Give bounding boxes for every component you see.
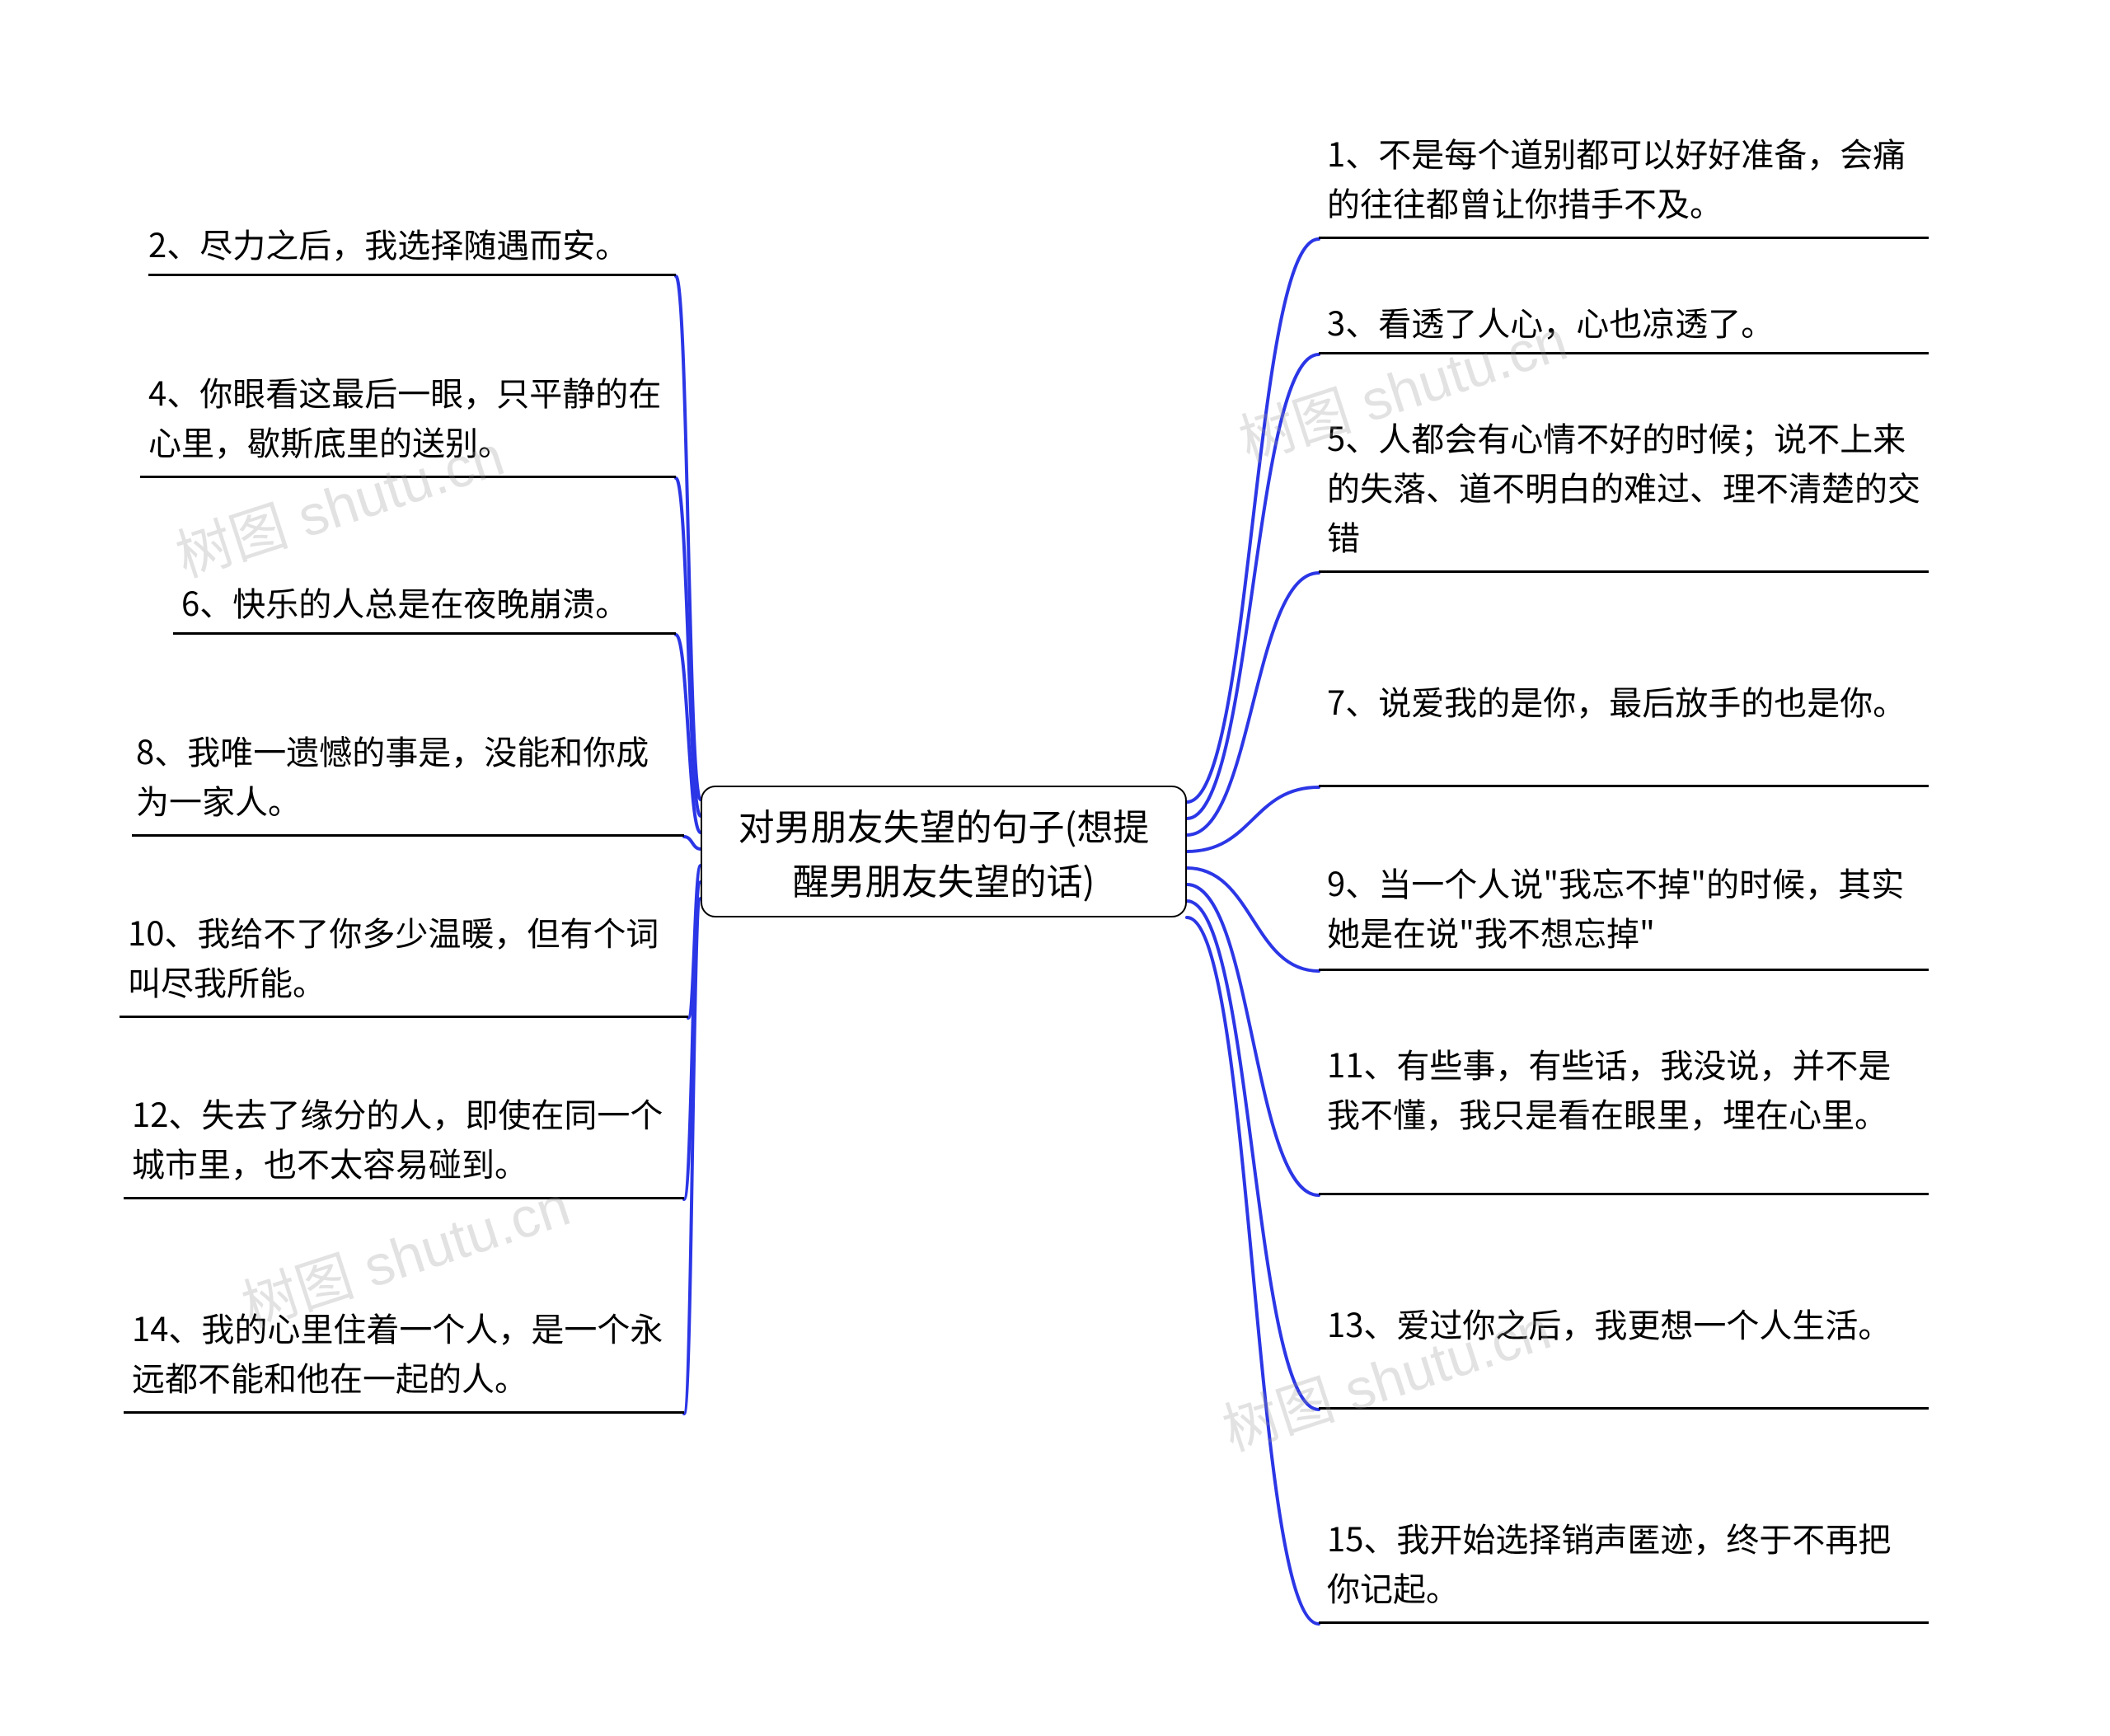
branch-node-r1: 1、不是每个道别都可以好好准备，会痛的往往都曾让你措手不及。: [1327, 128, 1920, 227]
branch-underline-r5: [1319, 570, 1929, 573]
branch-underline-l12: [124, 1197, 684, 1199]
branch-underline-r13: [1319, 1407, 1929, 1410]
branch-underline-r1: [1319, 237, 1929, 239]
branch-underline-l8: [132, 834, 684, 837]
center-node: 对男朋友失望的句子(想提醒男朋友失望的话): [701, 786, 1187, 917]
branch-underline-r15: [1319, 1621, 1929, 1624]
branch-underline-l6: [173, 632, 676, 635]
branch-underline-l14: [124, 1411, 684, 1414]
branch-node-l14: 14、我的心里住着一个人，是一个永远都不能和他在一起的人。: [132, 1302, 676, 1401]
branch-underline-l10: [120, 1016, 688, 1018]
branch-underline-l4: [140, 476, 676, 478]
branch-node-l10: 10、我给不了你多少温暖，但有个词叫尽我所能。: [128, 907, 680, 1006]
branch-node-l6: 6、快乐的人总是在夜晚崩溃。: [181, 577, 676, 626]
center-label: 对男朋友失望的句子(想提醒男朋友失望的话): [727, 797, 1160, 906]
branch-node-r13: 13、爱过你之后，我更想一个人生活。: [1327, 1298, 1920, 1348]
branch-underline-r9: [1319, 969, 1929, 971]
branch-node-l2: 2、尽力之后，我选择随遇而安。: [148, 218, 659, 268]
branch-underline-r7: [1319, 785, 1929, 787]
branch-underline-r3: [1319, 352, 1929, 354]
branch-node-r5: 5、人都会有心情不好的时候；说不上来的失落、道不明白的难过、理不清楚的交错: [1327, 412, 1920, 561]
branch-node-l4: 4、你眼看这最后一眼，只平静的在心里，歇斯底里的送别。: [148, 367, 668, 466]
branch-node-r9: 9、当一个人说"我忘不掉"的时候，其实她是在说"我不想忘掉": [1327, 857, 1920, 956]
branch-node-r11: 11、有些事，有些话，我没说，并不是我不懂，我只是看在眼里，埋在心里。: [1327, 1039, 1920, 1138]
branch-node-l12: 12、失去了缘分的人，即使在同一个城市里，也不太容易碰到。: [132, 1088, 676, 1187]
branch-node-l8: 8、我唯一遗憾的事是，没能和你成为一家人。: [136, 725, 672, 824]
branch-node-r15: 15、我开始选择销声匿迹，终于不再把你记起。: [1327, 1513, 1920, 1612]
branch-node-r3: 3、看透了人心，心也凉透了。: [1327, 297, 1920, 346]
branch-node-r7: 7、说爱我的是你，最后放手的也是你。: [1327, 676, 1920, 725]
branch-underline-l2: [148, 274, 676, 276]
branch-underline-r11: [1319, 1193, 1929, 1195]
